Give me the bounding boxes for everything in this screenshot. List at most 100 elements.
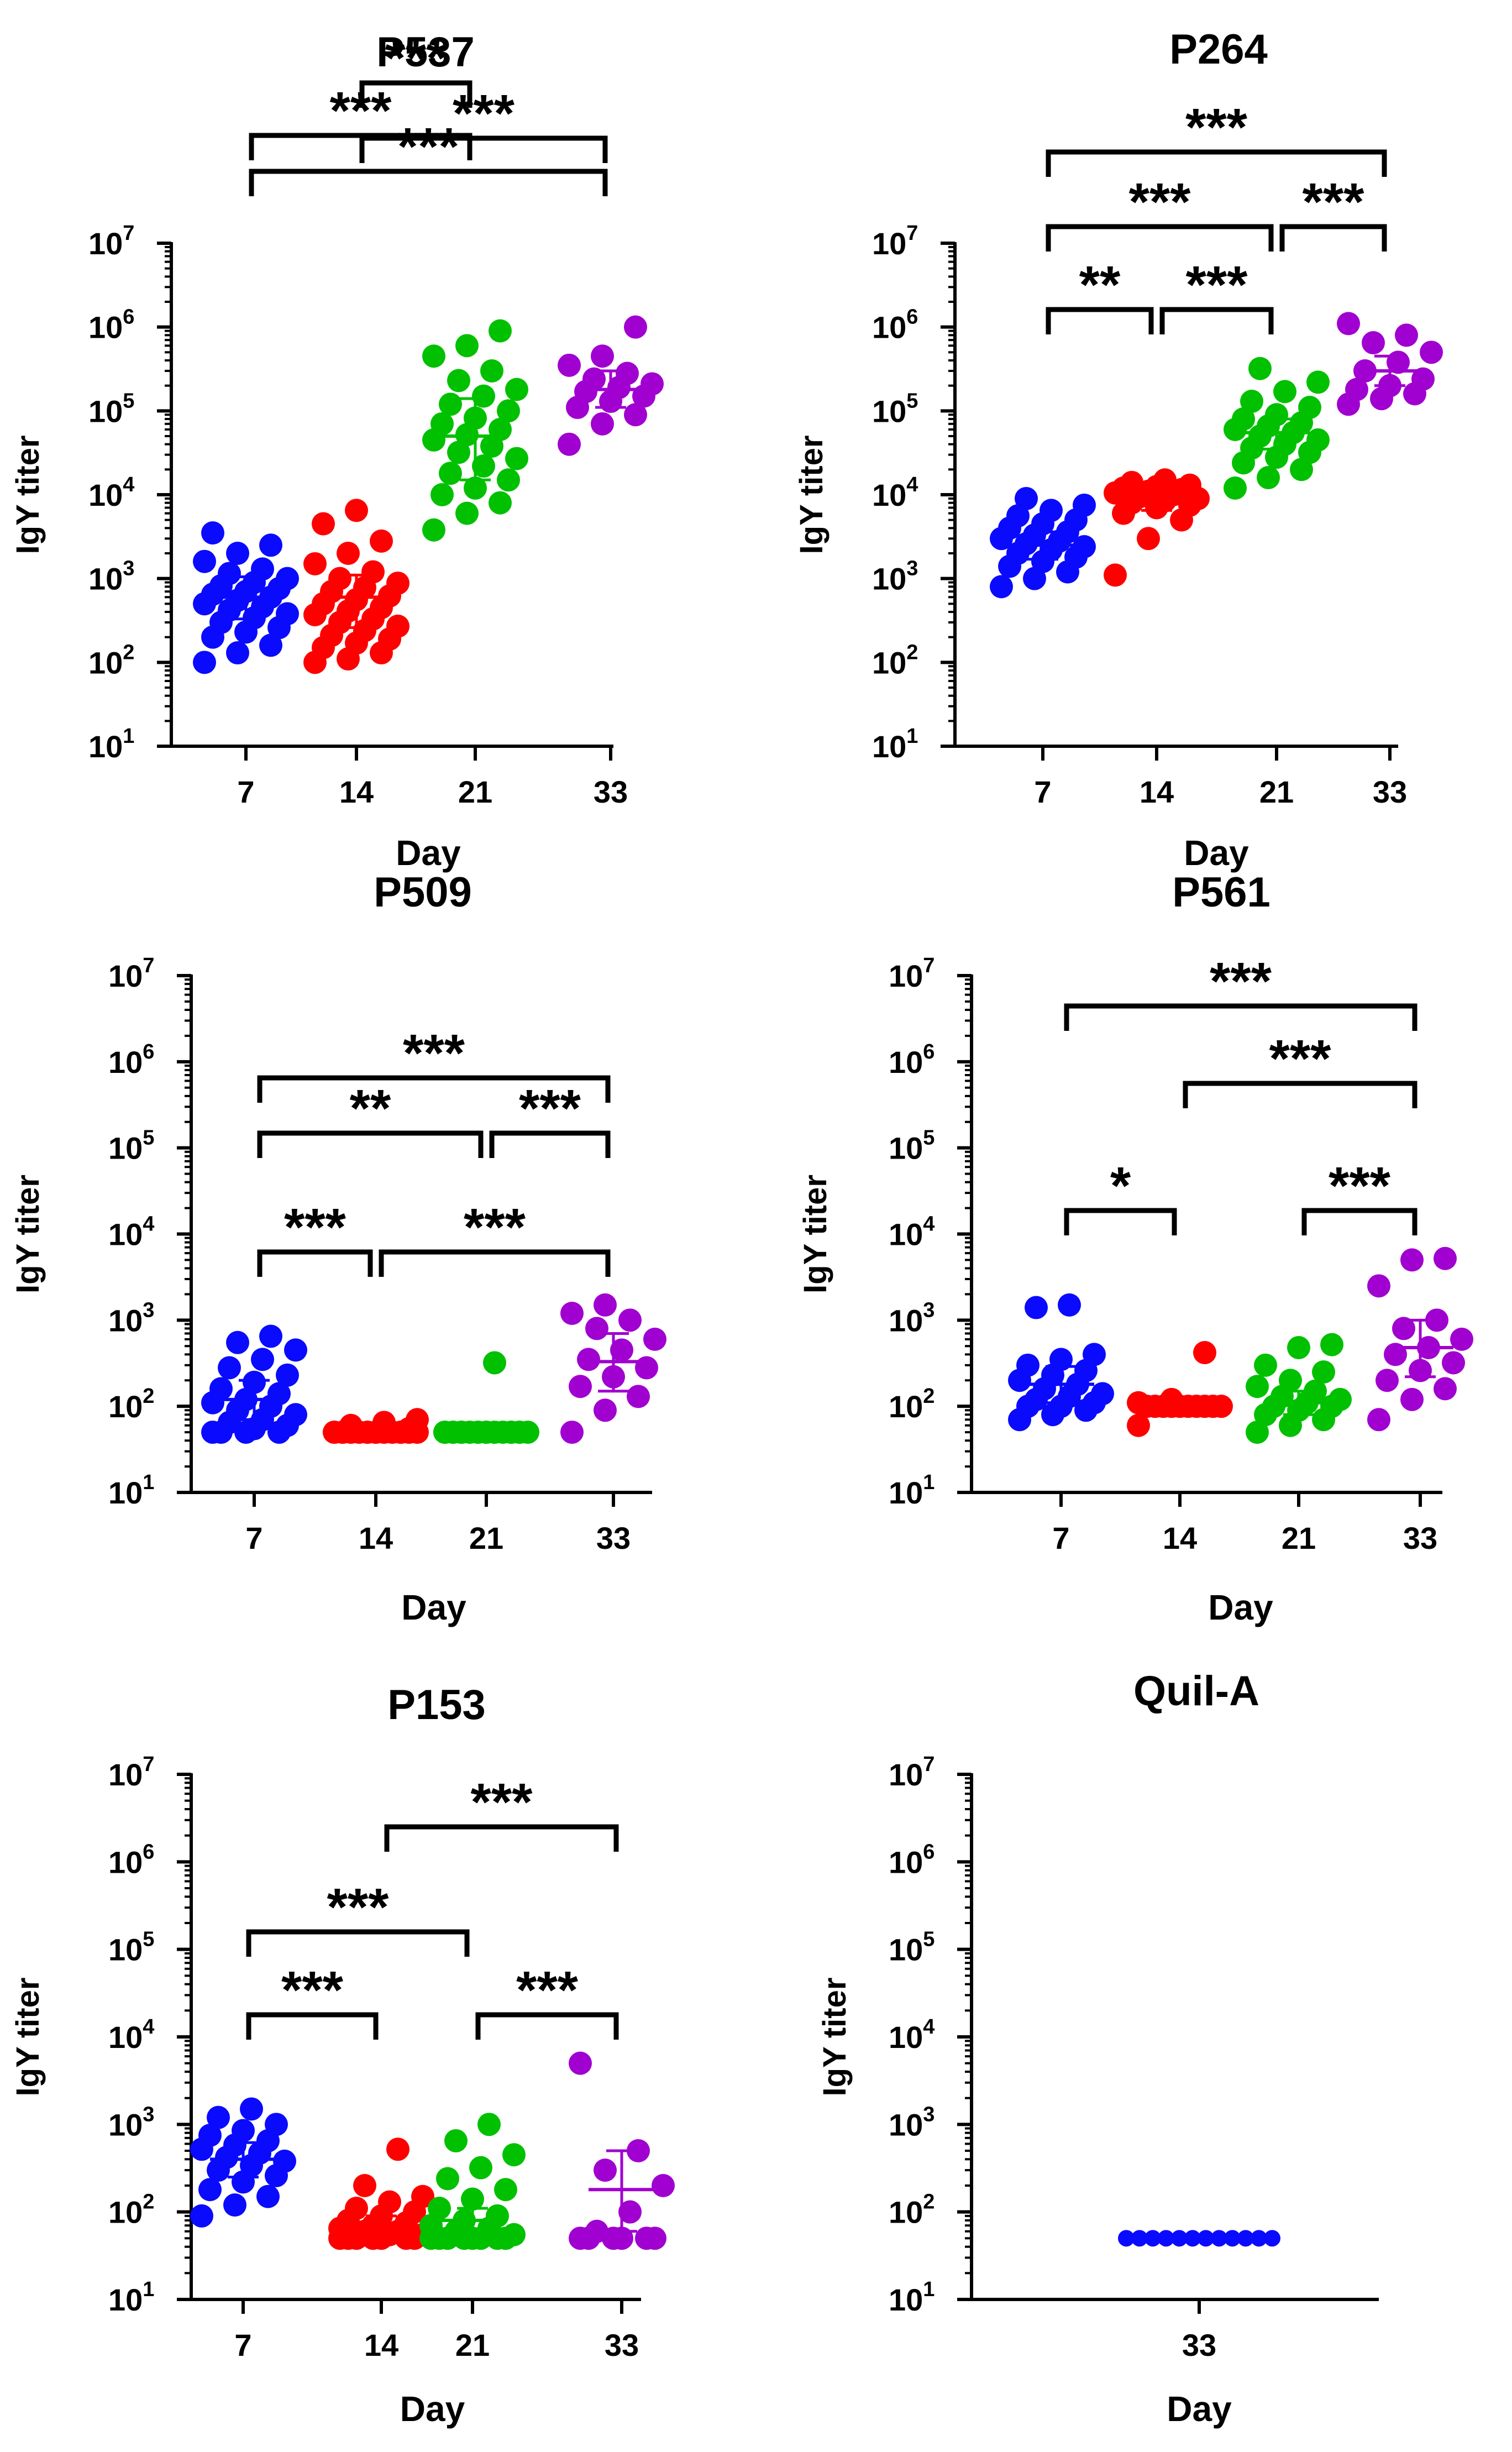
- y-tick-label: 104: [108, 1213, 154, 1252]
- y-tick-label: 102: [108, 2191, 154, 2230]
- y-tick-label: 101: [872, 725, 918, 764]
- x-tick-label: 33: [605, 2328, 639, 2362]
- x-axis-label: Day: [401, 1587, 466, 1627]
- data-point: [1137, 527, 1160, 551]
- panel-title: P561: [1172, 869, 1271, 916]
- y-axis-label: IgY titer: [10, 1978, 46, 2097]
- data-point: [1248, 357, 1272, 380]
- data-point: [386, 572, 410, 595]
- y-tick-label: 107: [108, 954, 154, 993]
- data-point: [1254, 1353, 1277, 1377]
- panel-p509: P509 IgY titer 101 102 103 104 105 106 107 7 14 21 3…: [10, 869, 666, 1627]
- data-point: [455, 501, 479, 525]
- data-point: [251, 1348, 274, 1371]
- data-point: [1193, 1341, 1216, 1365]
- y-tick-label: 101: [889, 1471, 935, 1510]
- y-axis-label: IgY titer: [10, 1175, 46, 1293]
- series-day-21: [1224, 357, 1330, 500]
- data-point: [1224, 476, 1247, 500]
- x-tick-label: 7: [1052, 1521, 1069, 1555]
- y-tick-label: 103: [108, 1298, 154, 1338]
- data-point: [1400, 1387, 1424, 1411]
- significance-label: ***: [1185, 98, 1248, 157]
- significance-bracket: [246, 2012, 379, 2040]
- data-point: [193, 549, 216, 573]
- significance-bracket: [384, 1824, 619, 1852]
- data-point: [273, 2149, 296, 2173]
- series-day-14: [1104, 468, 1210, 587]
- data-point: [494, 2178, 517, 2202]
- series-day-33: [1118, 2230, 1280, 2247]
- y-tick-label: 104: [88, 473, 134, 512]
- y-tick-label: 104: [872, 473, 918, 512]
- significance-label: ***: [403, 1024, 465, 1083]
- data-point: [505, 447, 528, 470]
- y-tick-label: 106: [108, 1040, 154, 1080]
- data-point: [1198, 2230, 1214, 2247]
- data-point: [569, 2051, 592, 2075]
- y-tick-label: 106: [88, 306, 134, 345]
- data-point: [251, 557, 274, 581]
- data-point: [627, 2139, 650, 2162]
- significance-bracket: [475, 2012, 619, 2040]
- data-point: [641, 372, 664, 396]
- data-point: [207, 2105, 230, 2129]
- series-day-33: [558, 315, 664, 456]
- series-day-14: [323, 1408, 429, 1444]
- data-point: [1257, 466, 1280, 490]
- data-point: [223, 2193, 246, 2217]
- data-point: [1083, 1343, 1106, 1366]
- y-axis-label: IgY titer: [797, 1175, 833, 1293]
- y-tick-label: 106: [108, 1840, 154, 1879]
- data-point: [1434, 1246, 1457, 1270]
- data-point: [497, 399, 520, 423]
- data-point: [1211, 2230, 1227, 2247]
- data-point: [1104, 563, 1127, 587]
- significance-bracket: [1046, 307, 1154, 334]
- data-point: [1016, 1353, 1040, 1377]
- data-point: [256, 2184, 280, 2208]
- significance-bracket: [489, 1130, 611, 1158]
- x-tick-label: 14: [339, 774, 374, 809]
- x-tick-label: 7: [245, 1521, 262, 1555]
- significance-label: ***: [470, 1773, 533, 1832]
- data-point: [447, 369, 470, 392]
- data-point: [1184, 2230, 1201, 2247]
- data-point: [558, 432, 581, 456]
- data-point: [1153, 468, 1177, 492]
- y-tick-label: 107: [889, 1753, 935, 1792]
- data-point: [461, 2187, 484, 2211]
- x-tick-label: 14: [359, 1521, 393, 1555]
- significance-label: ***: [1128, 172, 1191, 232]
- data-point: [990, 575, 1013, 599]
- data-point: [497, 468, 520, 492]
- panel-title: P153: [387, 1681, 486, 1728]
- data-point: [1442, 1351, 1465, 1375]
- data-point: [431, 412, 454, 436]
- x-tick-label: 7: [234, 2328, 251, 2362]
- data-point: [635, 1356, 658, 1380]
- y-axis-label: IgY titer: [817, 1978, 853, 2097]
- data-point: [1265, 403, 1288, 427]
- series-day-14: [328, 2137, 434, 2250]
- significance-label: ***: [519, 1079, 581, 1138]
- data-point: [337, 542, 360, 565]
- data-point: [502, 2223, 526, 2246]
- data-point: [618, 2200, 642, 2224]
- data-point: [303, 552, 327, 575]
- data-point: [1306, 370, 1330, 394]
- series-day-14: [1127, 1341, 1233, 1437]
- data-point: [591, 344, 614, 368]
- data-point: [1425, 1308, 1448, 1332]
- y-tick-label: 104: [889, 1213, 935, 1252]
- significance-label: ***: [1329, 1156, 1391, 1215]
- data-point: [1287, 1336, 1310, 1360]
- data-point: [439, 462, 462, 485]
- data-point: [1273, 380, 1296, 404]
- data-point: [1158, 2230, 1174, 2247]
- data-point: [198, 2124, 222, 2147]
- data-point: [201, 521, 224, 545]
- y-tick-label: 103: [872, 557, 918, 596]
- data-point: [406, 1408, 429, 1432]
